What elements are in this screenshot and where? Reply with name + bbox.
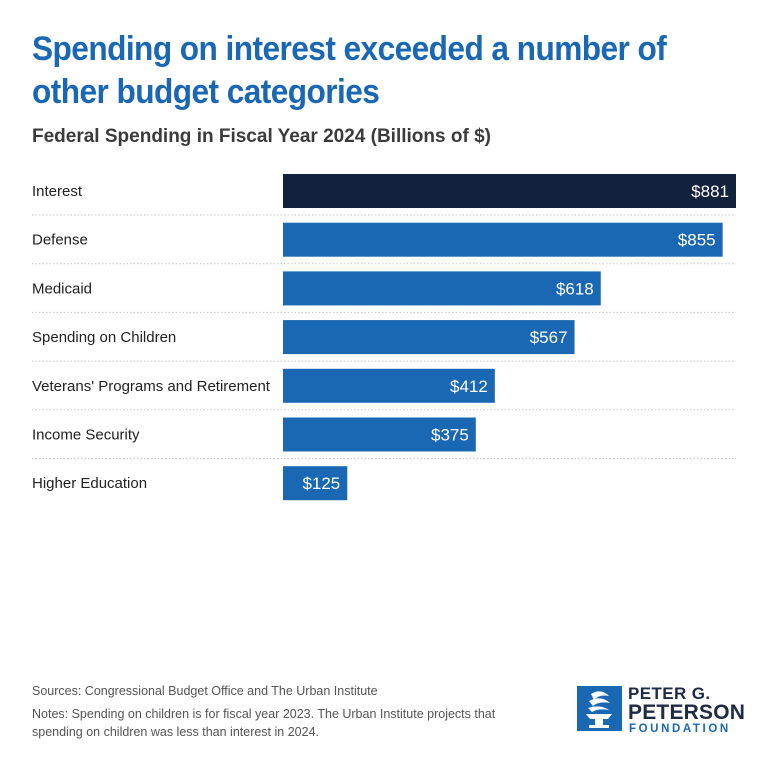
bar (283, 466, 348, 501)
logo-text-line1: PETER G. (628, 684, 711, 703)
bar (283, 222, 723, 257)
category-label: Veterans' Programs and Retirement (32, 378, 271, 395)
bar (283, 368, 495, 403)
footnote: Notes: Spending on children is for fisca… (32, 707, 496, 739)
bar (283, 320, 575, 355)
logo-text-line2: PETERSON (628, 701, 746, 724)
value-label: $855 (678, 231, 716, 250)
bar (283, 417, 476, 452)
peterson-foundation-logo: PETER G. PETERSON FOUNDATION (577, 684, 747, 736)
category-label: Higher Education (32, 475, 147, 492)
value-label: $412 (450, 377, 488, 396)
value-label: $881 (691, 182, 729, 201)
bar-chart: Interest $881 Defense $855 Medicaid $618 Spend… (32, 174, 736, 501)
value-label: $618 (556, 279, 594, 298)
category-label: Defense (32, 232, 88, 249)
value-label: $125 (302, 474, 340, 493)
category-label: Medicaid (32, 280, 92, 297)
bar (283, 174, 736, 208)
value-label: $567 (530, 328, 568, 347)
torch-icon (577, 686, 622, 731)
bar (283, 271, 601, 306)
category-label: Income Security (32, 427, 140, 444)
chart-headline: Spending on interest exceeded a number o… (32, 30, 667, 111)
sources-note: Sources: Congressional Budget Office and… (32, 684, 378, 698)
category-label: Interest (32, 183, 83, 200)
category-label: Spending on Children (32, 329, 176, 346)
logo-text-line3: FOUNDATION (629, 723, 731, 735)
chart-subtitle: Federal Spending in Fiscal Year 2024 (Bi… (32, 126, 491, 147)
value-label: $375 (431, 426, 469, 445)
